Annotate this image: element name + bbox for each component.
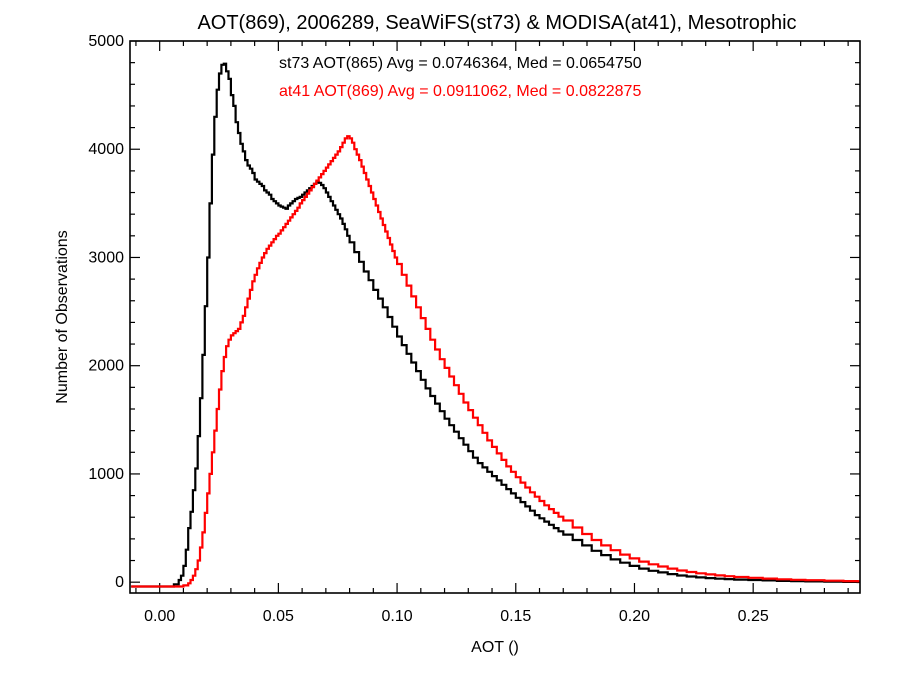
y-tick-label: 1000 xyxy=(88,466,124,483)
series-layer xyxy=(131,62,860,588)
axes: 0.00 0.05 0.10 0.15 0.20 0.25 0 1000 2000 3000 400… xyxy=(88,33,860,625)
x-tick-label: 0.00 xyxy=(144,608,175,625)
x-tick-label: 0.05 xyxy=(263,608,294,625)
y-axis-label: Number of Observations xyxy=(54,230,71,403)
x-axis-label: AOT () xyxy=(471,639,519,656)
chart-title: AOT(869), 2006289, SeaWiFS(st73) & MODIS… xyxy=(197,12,796,34)
series-line-st73 xyxy=(131,62,860,588)
y-tick-label: 3000 xyxy=(88,249,124,266)
annotation-at41: at41 AOT(869) Avg = 0.0911062, Med = 0.0… xyxy=(279,83,641,100)
x-tick-label: 0.25 xyxy=(738,608,769,625)
y-tick-label: 5000 xyxy=(88,33,124,50)
x-tick-label: 0.20 xyxy=(619,608,650,625)
annotation-st73: st73 AOT(865) Avg = 0.0746364, Med = 0.0… xyxy=(279,55,642,72)
x-tick-label: 0.10 xyxy=(382,608,413,625)
y-tick-label: 2000 xyxy=(88,358,124,375)
series-line-at41 xyxy=(131,135,860,588)
y-tick-label: 0 xyxy=(115,574,124,591)
x-tick-label: 0.15 xyxy=(500,608,531,625)
y-tick-label: 4000 xyxy=(88,141,124,158)
plot-frame xyxy=(129,40,861,594)
